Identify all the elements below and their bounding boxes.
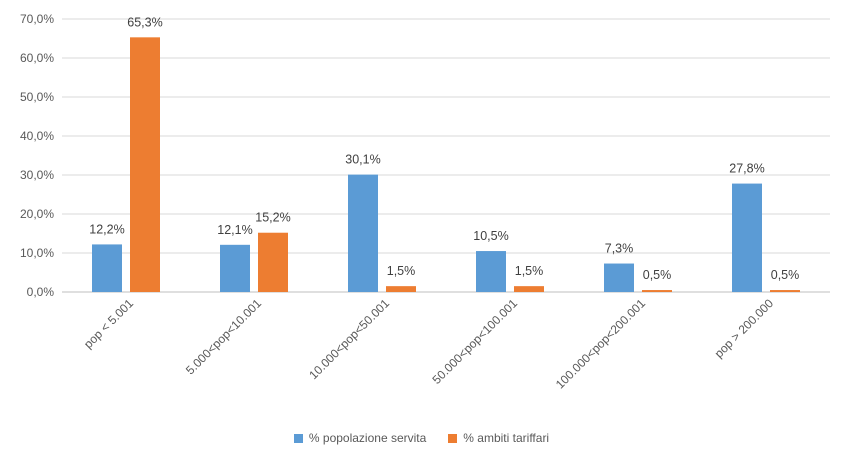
y-tick-label: 0,0% <box>27 285 55 299</box>
bars <box>92 37 800 292</box>
bar-popolazione <box>92 244 122 292</box>
y-tick-label: 50,0% <box>20 90 54 104</box>
data-label: 65,3% <box>127 15 162 29</box>
bar-ambiti <box>130 37 160 292</box>
y-tick-label: 60,0% <box>20 51 54 65</box>
data-labels: 12,2% 65,3% 12,1%15,2% 30,1% 1,5% 10,5% 1,5% 7,… <box>89 15 799 282</box>
bar-ambiti <box>642 290 672 292</box>
data-label: 1,5% <box>387 264 416 278</box>
bar-ambiti <box>386 286 416 292</box>
y-axis-ticks: 0,0% 10,0% 20,0% 30,0% 40,0% 50,0% 60,0% 70,0% <box>20 12 54 299</box>
data-label: 10,5% <box>473 229 508 243</box>
data-label: 30,1% <box>345 153 380 167</box>
x-category-label: 10.000<pop<50.001 <box>306 296 392 382</box>
bar-popolazione <box>604 263 634 292</box>
data-label: 12,2% <box>89 222 124 236</box>
x-category-label: 50.000<pop<100.001 <box>430 296 521 387</box>
data-label: 7,3% <box>605 242 634 256</box>
x-category-label: pop < 5.001 <box>81 296 136 351</box>
legend-label-popolazione: % popolazione servita <box>308 431 427 445</box>
legend-swatch-ambiti <box>448 433 458 443</box>
legend: % popolazione servita % ambiti tariffari <box>0 431 843 445</box>
data-label: 1,5% <box>515 264 544 278</box>
y-tick-label: 30,0% <box>20 168 54 182</box>
bar-popolazione <box>732 183 762 292</box>
x-category-label: pop > 200.000 <box>712 296 777 361</box>
bar-popolazione <box>220 244 250 292</box>
legend-item-popolazione: % popolazione servita <box>293 431 427 445</box>
data-label: 15,2% <box>255 211 290 225</box>
bar-popolazione <box>348 174 378 292</box>
y-tick-label: 10,0% <box>20 246 54 260</box>
legend-swatch-popolazione <box>293 433 303 443</box>
data-label: 0,5% <box>771 268 800 282</box>
bar-ambiti <box>258 232 288 292</box>
y-tick-label: 70,0% <box>20 12 54 26</box>
data-label: 27,8% <box>729 162 764 176</box>
data-label: 0,5% <box>643 268 672 282</box>
legend-label-ambiti: % ambiti tariffari <box>463 431 550 445</box>
x-category-label: 5.000<pop<10.001 <box>183 296 264 377</box>
bar-ambiti <box>514 286 544 292</box>
bar-popolazione <box>476 251 506 292</box>
legend-item-ambiti: % ambiti tariffari <box>448 431 549 445</box>
x-category-label: 100.000<pop<200.001 <box>553 296 649 392</box>
bar-ambiti <box>770 290 800 292</box>
x-axis-categories: pop < 5.001 5.000<pop<10.001 10.000<pop<50… <box>81 296 776 392</box>
data-label: 12,1% <box>217 223 252 237</box>
y-tick-label: 20,0% <box>20 207 54 221</box>
y-tick-label: 40,0% <box>20 129 54 143</box>
gridlines <box>62 18 830 293</box>
